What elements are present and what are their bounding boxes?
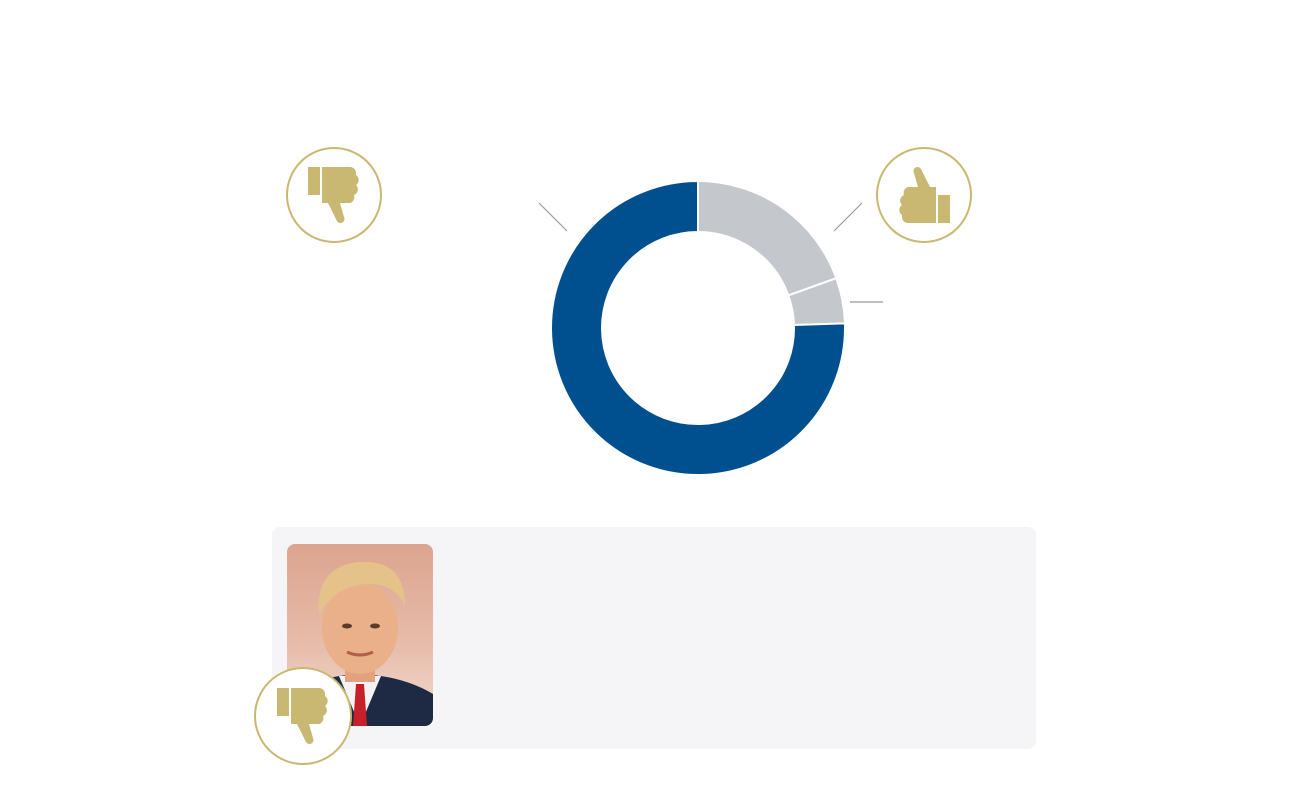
donut-slice-3: [550, 179, 846, 476]
thumbs-down-icon: [277, 688, 328, 745]
disapprove-badge: [286, 147, 382, 243]
leader-line-disapprove: [538, 202, 568, 232]
card-disapprove-badge: [254, 667, 352, 765]
thumbs-down-icon: [308, 167, 359, 224]
approve-badge: [876, 147, 972, 243]
thumbs-up-icon: [899, 166, 950, 223]
donut-slice-1: [697, 179, 838, 297]
leader-line-approve: [833, 202, 863, 232]
